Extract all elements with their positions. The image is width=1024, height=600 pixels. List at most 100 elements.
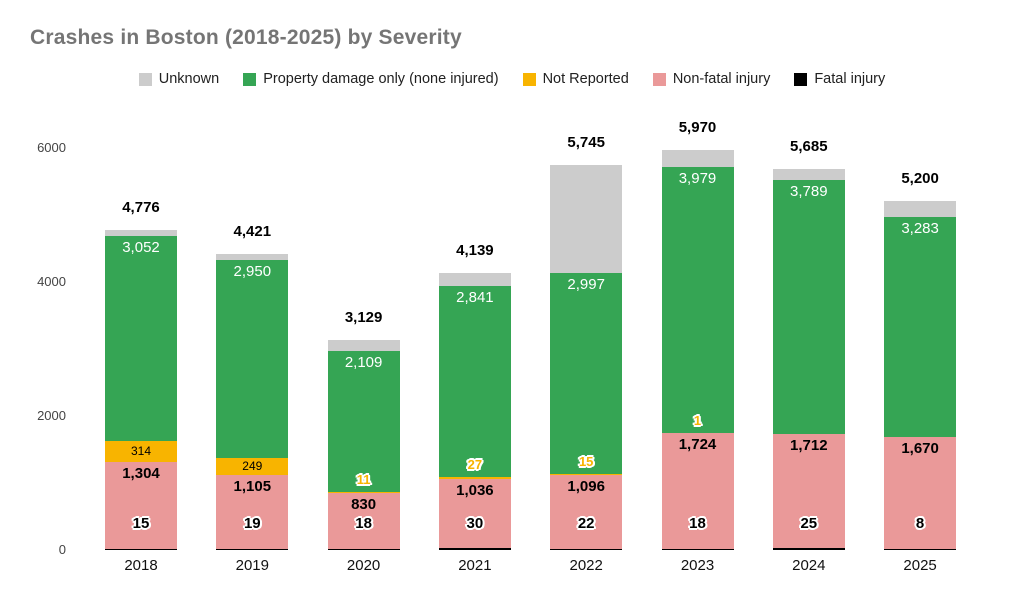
bar-segment-property-damage-only-none-injured-2021[interactable] (438, 286, 511, 477)
bar-segment-property-damage-only-none-injured-2024[interactable] (772, 179, 845, 434)
legend-item-not-reported[interactable]: Not Reported (522, 71, 629, 87)
bar-segment-non-fatal-injury-2019[interactable] (216, 474, 289, 549)
bar-segment-unknown-2020[interactable] (327, 340, 400, 351)
x-tick-label-2025: 2025 (903, 557, 937, 574)
total-label-2018: 4,776 (122, 199, 160, 216)
y-tick-label-4000: 4000 (37, 274, 66, 289)
bar-segment-unknown-2024[interactable] (772, 169, 845, 180)
total-label-2020: 3,129 (344, 309, 383, 327)
bar-label-not-reported-2019: 249 (242, 459, 263, 474)
bar-label-non-fatal-injury-2021: 1,036 (456, 481, 494, 499)
bar-label-non-fatal-injury-2019: 1,105 (233, 477, 272, 495)
bar-segment-property-damage-only-none-injured-2019[interactable] (216, 260, 289, 458)
y-tick-label-6000: 6000 (37, 140, 66, 155)
legend-swatch-not-reported (522, 72, 536, 86)
bar-segment-unknown-2018[interactable] (105, 230, 177, 237)
bar-segment-fatal-injury-2022[interactable] (550, 548, 623, 550)
x-tick-label-2024: 2024 (792, 557, 826, 574)
bar-segment-unknown-2021[interactable] (438, 272, 511, 287)
total-label-2025: 5,200 (901, 170, 939, 188)
bar-label-fatal-injury-2021: 30 (466, 515, 484, 532)
legend-item-property-damage-only-none-injured[interactable]: Property damage only (none injured) (243, 71, 499, 87)
total-label-2019: 4,421 (233, 222, 272, 240)
bar-label-property-damage-only-none-injured-2024: 3,789 (790, 182, 828, 200)
bar-label-fatal-injury-2023: 18 (689, 515, 706, 532)
legend-item-unknown[interactable]: Unknown (138, 71, 219, 87)
chart-legend: Unknown Property damage only (none injure… (0, 71, 1024, 87)
x-tick-label-2022: 2022 (569, 557, 603, 574)
bar-label-fatal-injury-2024: 25 (800, 515, 818, 532)
bar-label-property-damage-only-none-injured-2022: 2,997 (567, 276, 605, 294)
legend-label-non-fatal-injury: Non-fatal injury (672, 71, 771, 87)
chart-title: Crashes in Boston (2018-2025) by Severit… (30, 26, 462, 49)
bar-label-property-damage-only-none-injured-2020: 2,109 (344, 353, 383, 371)
bar-segment-unknown-2025[interactable] (884, 201, 957, 218)
legend-swatch-fatal-injury (794, 72, 808, 86)
bar-segment-non-fatal-injury-2018[interactable] (105, 461, 177, 549)
bar-label-not-reported-2021: 27 (467, 456, 483, 472)
legend-swatch-unknown (138, 72, 152, 86)
bar-label-property-damage-only-none-injured-2021: 2,841 (456, 289, 494, 307)
bar-label-fatal-injury-2018: 15 (132, 515, 150, 532)
legend-label-property-damage-only-none-injured: Property damage only (none injured) (263, 71, 499, 87)
x-tick-label-2018: 2018 (124, 557, 158, 574)
bar-segment-unknown-2022[interactable] (550, 165, 623, 274)
bar-label-fatal-injury-2019: 19 (243, 515, 261, 532)
total-label-2021: 4,139 (456, 241, 494, 259)
bar-label-property-damage-only-none-injured-2023: 3,979 (678, 169, 717, 187)
bar-segment-property-damage-only-none-injured-2025[interactable] (884, 217, 957, 438)
bar-segment-unknown-2019[interactable] (216, 253, 289, 261)
bar-segment-fatal-injury-2019[interactable] (216, 548, 289, 550)
x-tick-label-2021: 2021 (458, 557, 492, 574)
bar-label-fatal-injury-2025: 8 (915, 515, 925, 532)
bar-segment-fatal-injury-2018[interactable] (105, 548, 177, 550)
legend-label-fatal-injury: Fatal injury (814, 71, 886, 87)
y-tick-label-2000: 2000 (37, 408, 66, 423)
legend-swatch-non-fatal-injury (652, 72, 666, 86)
bar-label-not-reported-2023: 1 (693, 413, 702, 429)
bar-segment-non-fatal-injury-2023[interactable] (661, 433, 734, 549)
bar-segment-fatal-injury-2023[interactable] (661, 548, 734, 550)
bar-label-non-fatal-injury-2023: 1,724 (678, 436, 717, 454)
bar-segment-unknown-2023[interactable] (661, 150, 734, 167)
bar-segment-not-reported-2020[interactable] (327, 492, 400, 494)
bar-label-non-fatal-injury-2024: 1,712 (790, 436, 828, 454)
bar-segment-property-damage-only-none-injured-2022[interactable] (550, 273, 623, 475)
bar-segment-non-fatal-injury-2024[interactable] (772, 433, 845, 549)
bar-segment-not-reported-2018[interactable] (105, 440, 177, 462)
bar-segment-not-reported-2021[interactable] (438, 476, 511, 479)
bar-segment-fatal-injury-2020[interactable] (327, 548, 400, 550)
legend-label-not-reported: Not Reported (542, 71, 629, 87)
bar-label-property-damage-only-none-injured-2025: 3,283 (901, 220, 939, 238)
bar-segment-non-fatal-injury-2021[interactable] (438, 478, 511, 548)
y-tick-label-0: 0 (58, 542, 66, 557)
bar-segment-fatal-injury-2025[interactable] (884, 549, 957, 550)
bar-label-non-fatal-injury-2025: 1,670 (901, 440, 939, 458)
x-tick-label-2023: 2023 (680, 557, 715, 574)
legend-item-fatal-injury[interactable]: Fatal injury (794, 71, 885, 87)
bar-label-non-fatal-injury-2020: 830 (351, 496, 377, 514)
bar-label-non-fatal-injury-2022: 1,096 (567, 478, 605, 496)
bar-segment-fatal-injury-2024[interactable] (772, 548, 845, 550)
bar-label-non-fatal-injury-2018: 1,304 (122, 464, 160, 482)
bar-label-property-damage-only-none-injured-2018: 3,052 (122, 239, 160, 257)
bar-label-not-reported-2020: 11 (356, 472, 371, 488)
total-label-2023: 5,970 (678, 119, 717, 136)
bar-segment-non-fatal-injury-2022[interactable] (550, 475, 623, 549)
bar-segment-property-damage-only-none-injured-2023[interactable] (661, 166, 734, 434)
bar-label-not-reported-2022: 15 (578, 454, 594, 470)
total-label-2024: 5,685 (790, 138, 828, 156)
bar-segment-property-damage-only-none-injured-2020[interactable] (327, 350, 400, 493)
bar-label-fatal-injury-2020: 18 (355, 515, 372, 532)
bar-segment-property-damage-only-none-injured-2018[interactable] (105, 236, 177, 441)
bar-label-property-damage-only-none-injured-2019: 2,950 (233, 263, 272, 281)
legend-item-non-fatal-injury[interactable]: Non-fatal injury (652, 71, 771, 87)
total-label-2022: 5,745 (567, 134, 605, 152)
bar-segment-not-reported-2022[interactable] (550, 474, 623, 476)
bar-segment-not-reported-2019[interactable] (216, 458, 289, 475)
bar-label-fatal-injury-2022: 22 (577, 515, 595, 532)
bar-label-not-reported-2018: 314 (130, 444, 152, 459)
bar-segment-non-fatal-injury-2020[interactable] (327, 493, 400, 549)
bar-segment-fatal-injury-2021[interactable] (438, 547, 511, 550)
bar-segment-non-fatal-injury-2025[interactable] (884, 437, 957, 549)
